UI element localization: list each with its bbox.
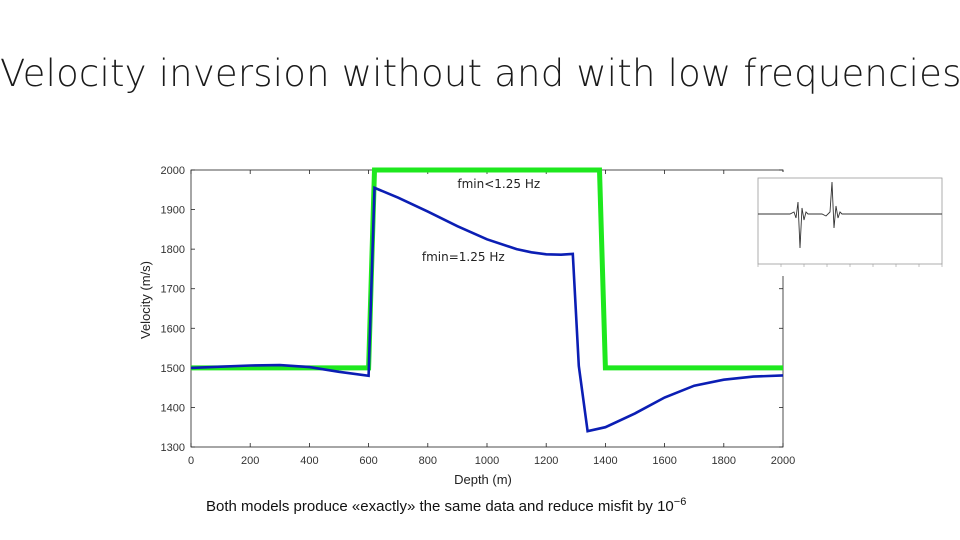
x-tick-label: 1200: [534, 455, 558, 467]
y-tick-label: 2000: [161, 165, 185, 177]
seismogram-inset: [738, 172, 946, 276]
x-axis-label: Depth (m): [454, 472, 512, 487]
y-tick-label: 1400: [161, 402, 185, 414]
annotation-fmin-eq: fmin=1.25 Hz: [422, 250, 505, 264]
x-tick-label: 200: [241, 455, 259, 467]
y-tick-label: 1800: [161, 244, 185, 256]
slide-title: Velocity inversion without and with low …: [0, 52, 960, 95]
inset-ticks: [757, 264, 943, 267]
series-line-fmin-lt: [191, 167, 783, 371]
x-tick-label: 800: [419, 455, 437, 467]
slide-caption: Both models produce «exactly» the same d…: [206, 496, 686, 515]
y-tick-label: 1900: [161, 205, 185, 217]
caption-exponent: −6: [673, 496, 687, 508]
x-tick-label: 1400: [593, 455, 617, 467]
x-tick-label: 600: [359, 455, 377, 467]
y-tick-label: 1300: [161, 442, 185, 454]
series-line-fmin-eq: [190, 185, 784, 433]
x-tick-label: 1800: [712, 455, 736, 467]
y-tick-label: 1500: [161, 363, 185, 375]
caption-text: Both models produce «exactly» the same d…: [206, 498, 674, 515]
plot-area: 0 200 400 600 800 1000 1200 1400 1600 1800 2000 130…: [161, 165, 796, 467]
x-tick-label: 1600: [652, 455, 676, 467]
x-tick-label: 0: [188, 455, 194, 467]
x-tick-label: 400: [300, 455, 318, 467]
inset-frame: [757, 177, 943, 265]
x-tick-label: 1000: [475, 455, 499, 467]
x-tick-label: 2000: [771, 455, 795, 467]
y-axis-label: Velocity (m/s): [138, 261, 153, 339]
annotation-fmin-lt: fmin<1.25 Hz: [457, 177, 540, 191]
seismogram-trace: [758, 181, 942, 249]
y-tick-label: 1700: [161, 284, 185, 296]
y-tick-label: 1600: [161, 323, 185, 335]
plot-frame: [190, 169, 784, 448]
